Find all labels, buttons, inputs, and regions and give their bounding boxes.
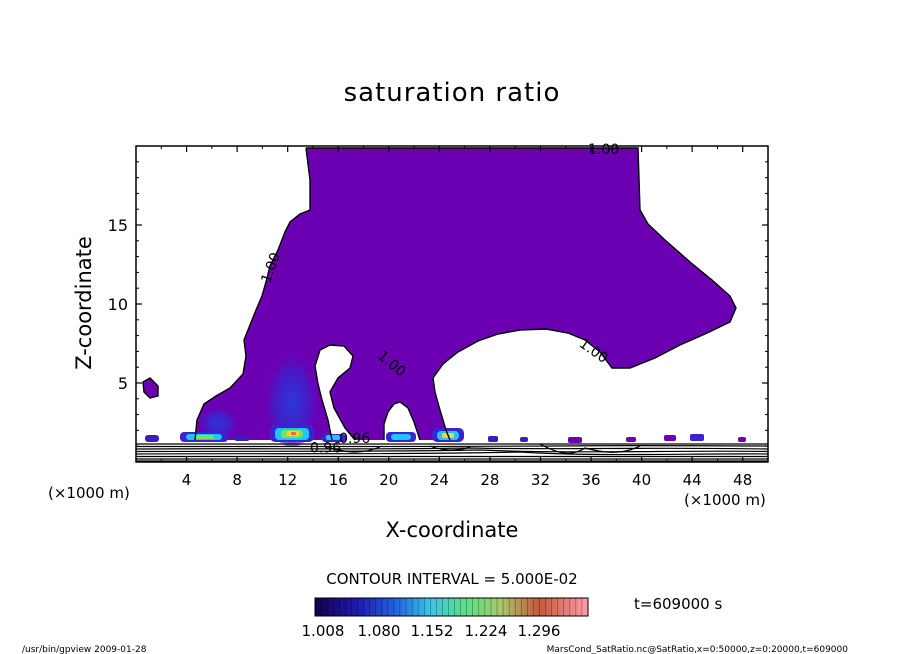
y-axis: 5 10 15 bbox=[108, 161, 768, 447]
colorbar-labels: 1.008 1.080 1.152 1.224 1.296 bbox=[302, 622, 561, 640]
x-unit-right: (×1000 m) bbox=[684, 491, 766, 509]
y-tick-label: 10 bbox=[108, 295, 128, 314]
colorbar-ticks bbox=[314, 598, 589, 616]
x-tick-label: 48 bbox=[733, 471, 752, 489]
y-axis-label: Z-coordinate bbox=[72, 236, 96, 370]
x-tick-label: 44 bbox=[683, 471, 702, 489]
colorbar-label: 1.296 bbox=[518, 622, 561, 640]
time-label: t=609000 s bbox=[634, 595, 722, 613]
x-tick-label: 24 bbox=[430, 471, 449, 489]
surface-contour-lines bbox=[136, 443, 768, 462]
x-tick-label: 40 bbox=[632, 471, 651, 489]
saturation-region-main bbox=[195, 148, 736, 440]
x-tick-label: 36 bbox=[581, 471, 600, 489]
colorbar-label: 1.224 bbox=[465, 622, 508, 640]
chart-title: saturation ratio bbox=[344, 78, 561, 108]
x-tick-label: 8 bbox=[232, 471, 242, 489]
plot-fields bbox=[136, 147, 768, 462]
colorbar-label: 1.008 bbox=[302, 622, 345, 640]
x-tick-label: 32 bbox=[531, 471, 550, 489]
contour-line-1-00 bbox=[142, 147, 737, 441]
footer-right: MarsCond_SatRatio.nc@SatRatio,x=0:50000,… bbox=[547, 645, 849, 654]
x-tick-label: 20 bbox=[379, 471, 398, 489]
x-axis-label: X-coordinate bbox=[386, 518, 519, 542]
dense-core bbox=[262, 337, 322, 447]
x-tick-label: 12 bbox=[278, 471, 297, 489]
footer-left: /usr/bin/gpview 2009-01-28 bbox=[22, 645, 147, 654]
contour-label: 0.96 bbox=[310, 441, 341, 457]
contour-label: 1.00 bbox=[588, 142, 619, 158]
x-tick-label: 28 bbox=[480, 471, 499, 489]
colorbar-label: 1.152 bbox=[411, 622, 454, 640]
x-unit-left: (×1000 m) bbox=[48, 484, 130, 502]
x-tick-label: 16 bbox=[329, 471, 348, 489]
contour-interval: CONTOUR INTERVAL = 5.000E-02 bbox=[326, 570, 577, 588]
colorbar bbox=[314, 597, 589, 617]
y-tick-label: 5 bbox=[118, 374, 128, 393]
x-tick-label: 4 bbox=[182, 471, 192, 489]
colorbar-label: 1.080 bbox=[358, 622, 401, 640]
y-tick-label: 15 bbox=[108, 216, 128, 235]
near-surface-bands bbox=[145, 425, 746, 443]
x-axis: 4 8 12 16 20 24 28 32 36 40 44 48 bbox=[160, 146, 752, 489]
contour-label: 0.96 bbox=[339, 431, 370, 447]
dense-core-left bbox=[196, 402, 240, 438]
